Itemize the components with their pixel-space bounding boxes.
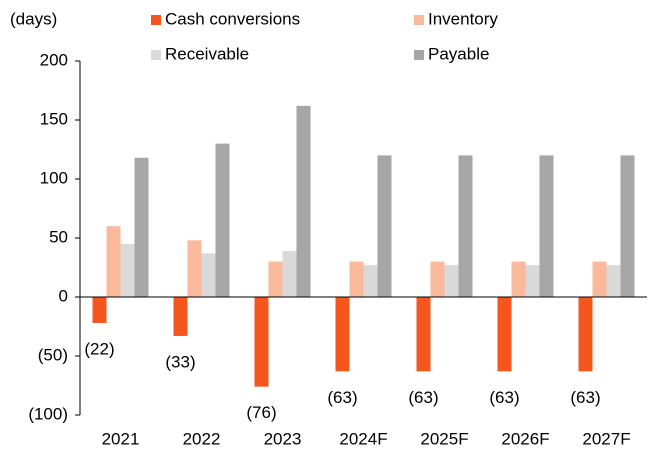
y-tick-label: 50	[49, 227, 68, 246]
bar	[578, 297, 593, 372]
bar	[254, 297, 269, 387]
legend-swatch	[151, 50, 161, 60]
bar	[201, 253, 216, 297]
bar	[592, 261, 607, 297]
bar	[349, 261, 364, 297]
bar	[444, 265, 459, 297]
y-tick-label: 150	[40, 109, 68, 128]
bar	[268, 261, 283, 297]
bar	[525, 265, 540, 297]
bar	[215, 143, 230, 297]
legend-label: Receivable	[165, 44, 249, 63]
bar	[430, 261, 445, 297]
y-tick-label: 0	[59, 286, 68, 305]
y-tick-label: 200	[40, 50, 68, 69]
x-tick-label: 2021	[102, 429, 140, 448]
bar	[497, 297, 512, 372]
bar	[134, 157, 149, 297]
legend-label: Payable	[428, 44, 489, 63]
bar	[335, 297, 350, 372]
data-label: (63)	[327, 388, 357, 407]
bar	[620, 155, 635, 297]
bar	[296, 105, 311, 297]
bar	[377, 155, 392, 297]
legend-swatch	[414, 15, 424, 25]
bar	[106, 226, 121, 297]
data-label: (63)	[570, 388, 600, 407]
legend-swatch	[414, 50, 424, 60]
x-tick-label: 2022	[183, 429, 221, 448]
data-label: (33)	[165, 352, 195, 371]
data-label: (63)	[408, 388, 438, 407]
bar	[173, 297, 188, 336]
legend-label: Cash conversions	[165, 9, 300, 28]
bar	[511, 261, 526, 297]
x-tick-label: 2025F	[420, 429, 468, 448]
x-tick-label: 2023	[264, 429, 302, 448]
bar	[416, 297, 431, 372]
y-tick-label: (100)	[28, 404, 68, 423]
bar	[282, 250, 297, 297]
bar	[92, 297, 107, 323]
bar	[458, 155, 473, 297]
data-label: (22)	[84, 339, 114, 358]
data-label: (63)	[489, 388, 519, 407]
x-tick-label: 2027F	[582, 429, 630, 448]
bar	[363, 265, 378, 297]
bar	[606, 265, 621, 297]
legend-label: Inventory	[428, 9, 498, 28]
y-axis-label: (days)	[10, 9, 57, 28]
bar	[120, 243, 135, 297]
y-tick-label: 100	[40, 168, 68, 187]
y-tick-label: (50)	[38, 345, 68, 364]
x-tick-label: 2024F	[339, 429, 387, 448]
bar	[539, 155, 554, 297]
x-tick-label: 2026F	[501, 429, 549, 448]
bar	[187, 240, 202, 297]
data-label: (76)	[246, 403, 276, 422]
legend-swatch	[151, 15, 161, 25]
